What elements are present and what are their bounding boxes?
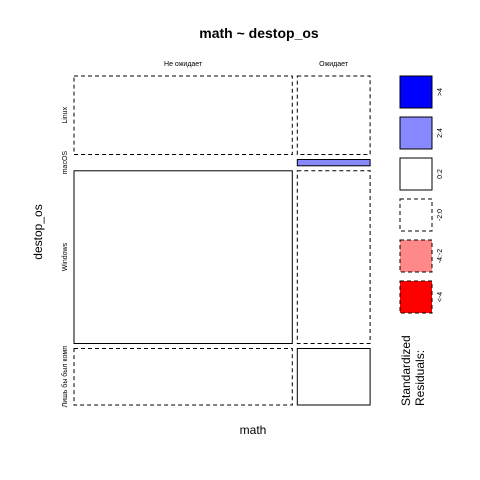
legend-title-line2: Residuals: [413,350,427,406]
y-tick-label-2: Windows [62,242,69,271]
chart-title: math ~ destop_os [199,25,319,41]
legend-label-3: -2:0 [437,209,444,221]
x-tick-label-1: Ожидает [319,61,349,68]
mosaic-cell-5 [296,170,371,344]
mosaic-cell-0 [73,75,293,155]
y-tick-label-1: macOS [62,151,69,175]
legend-swatch-3 [399,198,433,232]
legend-swatch-5 [399,280,433,314]
legend-label-1: 2:4 [437,128,444,138]
legend-swatch-2 [399,157,433,191]
legend-swatch-1 [399,116,433,150]
legend-swatch-0 [399,75,433,109]
mosaic-cell-6 [73,348,293,406]
mosaic-cell-4 [73,170,293,344]
legend-label-5: <-4 [437,292,444,302]
legend-label-2: 0:2 [437,169,444,179]
mosaic-cell-1 [296,75,371,155]
legend-label-4: -4:-2 [437,249,444,264]
legend-title-line1: Standardized [399,335,413,406]
y-axis-title: destop_os [31,204,45,259]
legend-label-0: >4 [437,88,444,96]
x-tick-label-0: Не ожидает [164,61,203,68]
legend-swatch-4 [399,239,433,273]
x-axis-title: math [240,423,267,437]
y-tick-label-0: Linux [62,106,69,123]
mosaic-cell-7 [296,348,371,406]
mosaic-cell-3 [296,159,371,167]
y-tick-label-3: Лишь бы был комп [61,346,69,408]
